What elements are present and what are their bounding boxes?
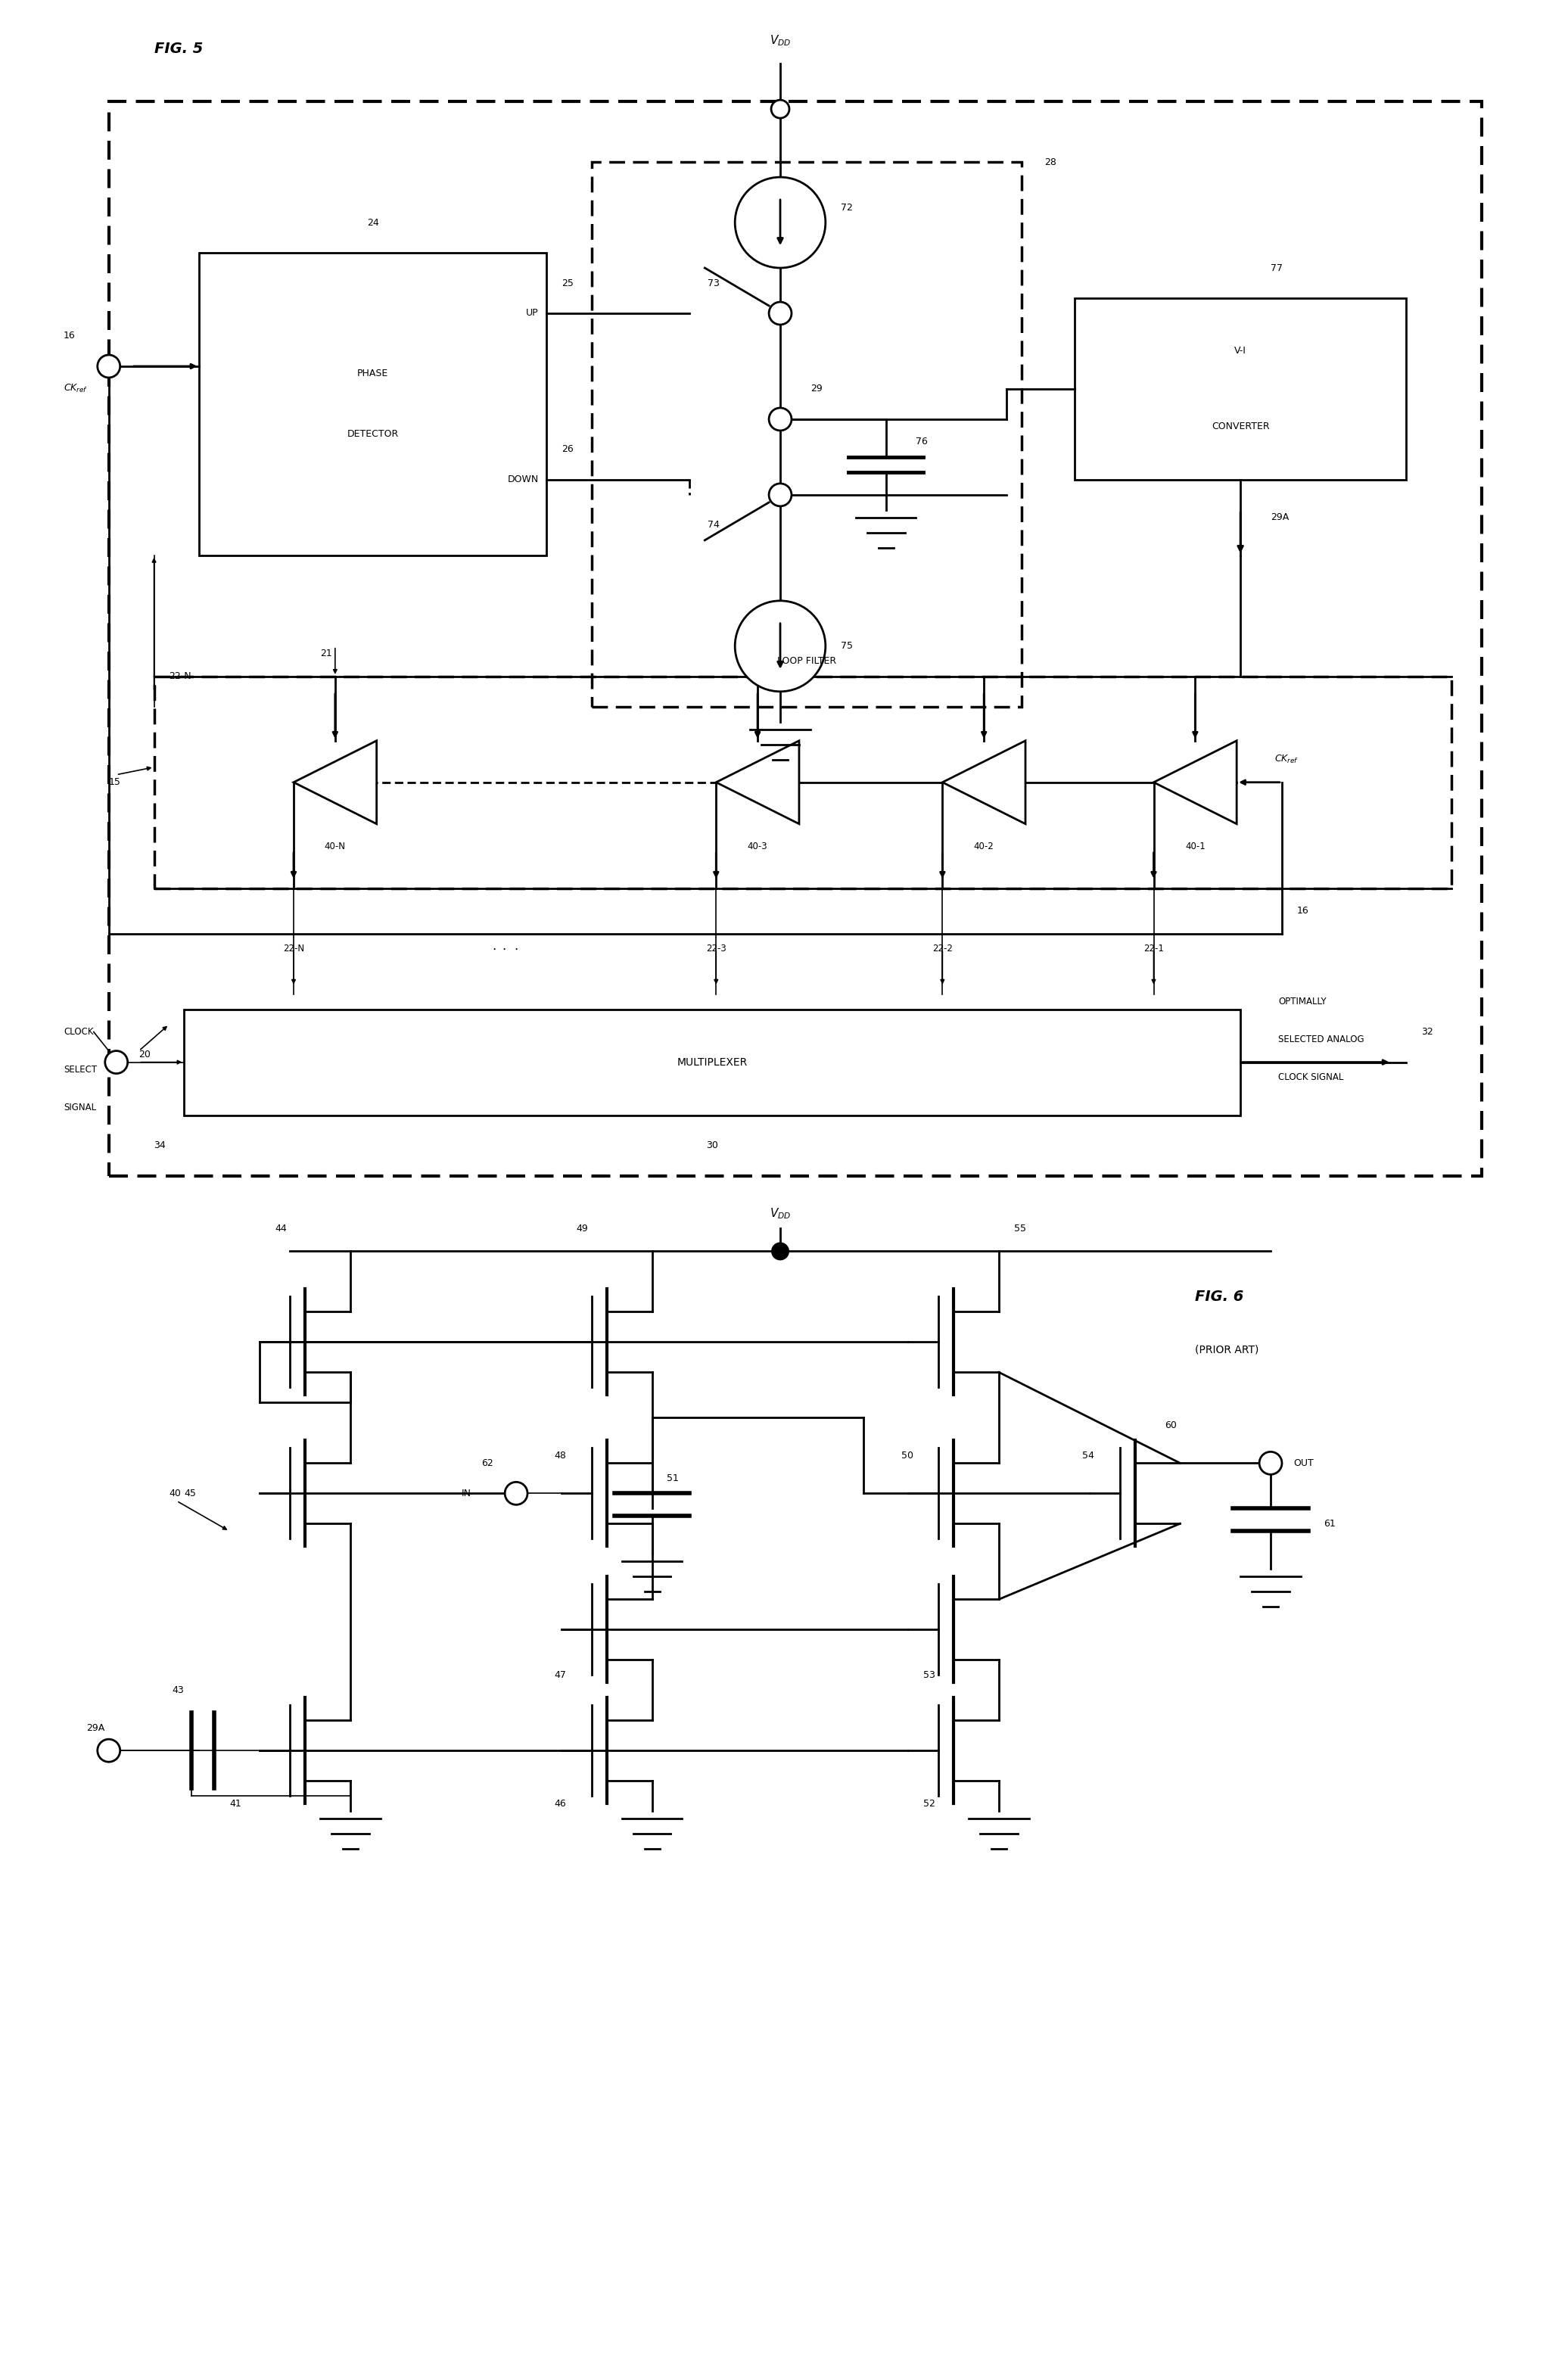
Text: 28: 28 [1044,157,1057,166]
Text: (PRIOR ART): (PRIOR ART) [1195,1344,1259,1356]
Text: 16: 16 [1297,907,1309,916]
Text: 22-3: 22-3 [706,945,726,954]
Text: 29A: 29A [1270,513,1289,522]
Text: LOOP FILTER: LOOP FILTER [778,655,836,667]
Bar [108,102,1482,1175]
Text: SELECT: SELECT [64,1066,97,1075]
Bar [1074,299,1406,480]
Text: $CK_{ref}$: $CK_{ref}$ [64,382,88,394]
Text: 22-1: 22-1 [1143,945,1163,954]
Text: 40-3: 40-3 [748,843,768,852]
Circle shape [768,301,792,325]
Text: V-I: V-I [1234,347,1247,356]
Bar [591,161,1022,707]
Text: SELECTED ANALOG: SELECTED ANALOG [1278,1035,1364,1045]
Bar [183,1009,1240,1116]
Text: 29A: 29A [86,1724,105,1733]
Text: $V_{DD}$: $V_{DD}$ [770,1206,790,1220]
Text: 45: 45 [183,1488,196,1498]
Circle shape [771,1242,789,1261]
Text: 77: 77 [1270,264,1283,273]
Circle shape [735,601,825,691]
Text: $CK_{ref}$: $CK_{ref}$ [1275,755,1298,764]
Polygon shape [942,741,1025,824]
Text: 49: 49 [577,1223,588,1234]
Text: 74: 74 [707,520,720,529]
Text: DOWN: DOWN [508,475,539,484]
Text: $\cdot\;\cdot\;\cdot$: $\cdot\;\cdot\;\cdot$ [492,942,517,954]
Text: 16: 16 [64,330,75,342]
Text: DETECTOR: DETECTOR [347,430,398,439]
Text: 26: 26 [561,444,574,453]
Text: 40: 40 [169,1488,182,1498]
Polygon shape [717,741,800,824]
Text: 32: 32 [1422,1028,1433,1037]
Circle shape [505,1481,527,1505]
Text: 62: 62 [481,1458,494,1467]
Text: $V_{DD}$: $V_{DD}$ [770,33,790,47]
Text: 76: 76 [916,437,928,446]
Circle shape [97,354,121,377]
Text: 48: 48 [554,1451,566,1460]
Text: 55: 55 [1014,1223,1025,1234]
Text: 52: 52 [924,1799,936,1809]
Text: FIG. 6: FIG. 6 [1195,1289,1243,1303]
Text: 75: 75 [840,641,853,650]
Text: 73: 73 [707,278,720,287]
Text: 41: 41 [229,1799,241,1809]
Circle shape [105,1052,127,1073]
Text: 22-N: 22-N [282,945,304,954]
Text: 29: 29 [811,385,822,394]
Text: 61: 61 [1323,1519,1336,1529]
Text: 51: 51 [666,1474,679,1484]
Circle shape [771,100,789,119]
Text: CONVERTER: CONVERTER [1212,423,1270,432]
Text: 15: 15 [108,776,121,788]
Text: OPTIMALLY: OPTIMALLY [1278,997,1327,1007]
Text: CLOCK SIGNAL: CLOCK SIGNAL [1278,1073,1344,1083]
Text: 40-N: 40-N [325,843,345,852]
Text: 22-2: 22-2 [933,945,953,954]
Text: 44: 44 [274,1223,287,1234]
Text: IN: IN [461,1488,470,1498]
Text: 34: 34 [154,1140,166,1151]
Text: 21: 21 [320,648,332,658]
Text: FIG. 5: FIG. 5 [154,40,202,55]
Text: 72: 72 [840,202,853,211]
Text: 43: 43 [172,1686,183,1695]
Text: MULTIPLEXER: MULTIPLEXER [677,1056,748,1068]
Text: 22-N: 22-N [169,672,191,681]
Text: 53: 53 [924,1669,936,1681]
Polygon shape [1154,741,1237,824]
Text: CLOCK: CLOCK [64,1028,94,1037]
Text: 60: 60 [1165,1420,1178,1429]
Text: 46: 46 [554,1799,566,1809]
Text: 47: 47 [554,1669,566,1681]
Circle shape [768,408,792,430]
Bar [199,252,546,556]
Text: 50: 50 [902,1451,913,1460]
Text: 20: 20 [140,1049,151,1059]
Bar [154,677,1452,888]
Circle shape [768,484,792,506]
Text: 40-2: 40-2 [974,843,994,852]
Circle shape [97,1740,121,1762]
Text: 24: 24 [367,218,379,228]
Text: PHASE: PHASE [358,368,389,380]
Text: SIGNAL: SIGNAL [64,1102,96,1113]
Circle shape [1259,1453,1283,1474]
Text: 25: 25 [561,278,574,287]
Text: 40-1: 40-1 [1185,843,1206,852]
Circle shape [735,178,825,268]
Text: OUT: OUT [1294,1458,1314,1467]
Polygon shape [293,741,376,824]
Text: UP: UP [527,309,539,318]
Text: 54: 54 [1082,1451,1094,1460]
Text: 30: 30 [706,1140,718,1151]
